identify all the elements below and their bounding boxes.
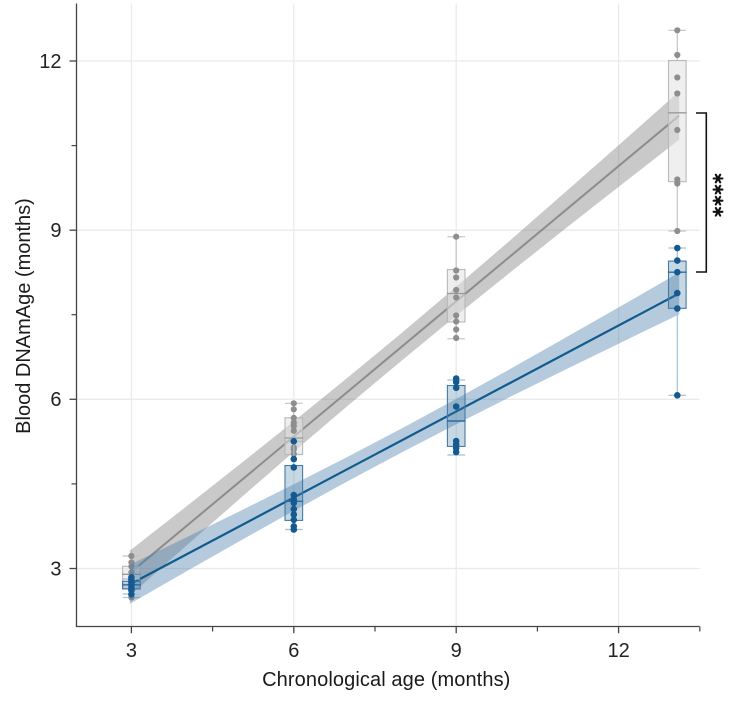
svg-text:6: 6: [50, 389, 61, 411]
svg-text:Chronological age (months): Chronological age (months): [262, 669, 510, 691]
svg-text:12: 12: [39, 51, 61, 73]
svg-text:9: 9: [451, 640, 462, 662]
svg-text:9: 9: [50, 220, 61, 242]
svg-text:3: 3: [50, 558, 61, 580]
svg-text:3: 3: [126, 640, 137, 662]
svg-text:Blood DNAmAge (months): Blood DNAmAge (months): [13, 198, 35, 434]
svg-text:12: 12: [607, 640, 629, 662]
svg-text:6: 6: [288, 640, 299, 662]
